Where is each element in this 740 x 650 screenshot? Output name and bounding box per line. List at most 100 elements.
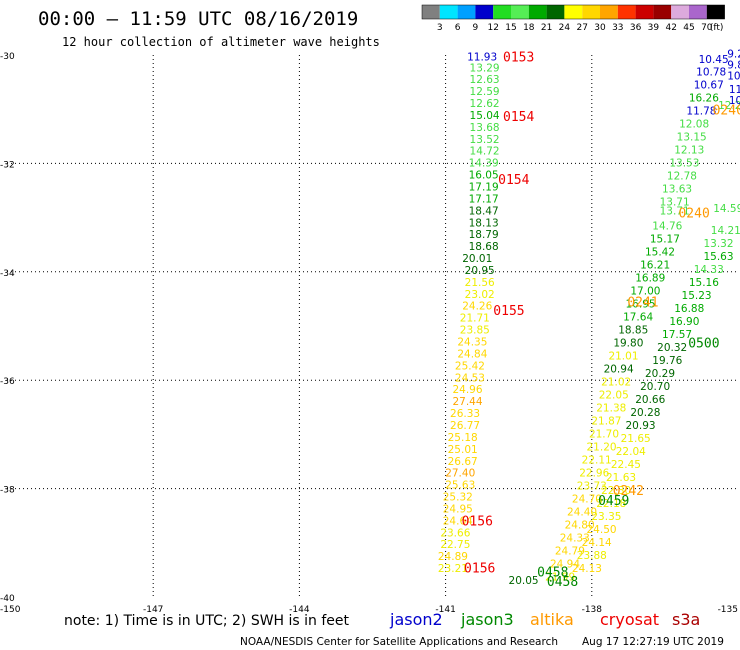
colorbar-swatch xyxy=(706,5,725,19)
wave-height-value: 24.35 xyxy=(457,337,487,349)
wave-height-value: 13.15 xyxy=(677,132,707,144)
wave-height-value: 17.19 xyxy=(469,182,499,194)
wave-height-value: 24.70 xyxy=(572,494,602,506)
wave-height-value: 26.67 xyxy=(448,456,478,468)
wave-height-value: 22.18 xyxy=(596,498,626,510)
latitude-label: -36 xyxy=(0,377,15,387)
wave-height-value: 20.32 xyxy=(657,342,687,354)
wave-height-value: 14.76 xyxy=(652,221,682,233)
wave-height-value: 16.95 xyxy=(626,299,656,311)
colorbar-tick-label: 18 xyxy=(523,23,535,33)
wave-height-value: 20.70 xyxy=(640,381,670,393)
wave-height-value: 24.84 xyxy=(457,348,487,360)
colorbar-swatch xyxy=(564,5,583,19)
wave-height-value: 12.22 xyxy=(718,100,740,112)
colorbar-tick-label: 39 xyxy=(648,23,660,33)
wave-height-value: 22.75 xyxy=(440,539,470,551)
wave-height-value: 14.59 xyxy=(713,203,740,215)
wave-height-value: 23.88 xyxy=(577,550,607,562)
pass-time-label: 0154 xyxy=(498,173,529,188)
wave-height-value: 13.32 xyxy=(703,238,733,250)
colorbar-tick-label: 24 xyxy=(559,23,571,33)
wave-height-value: 24.26 xyxy=(462,301,492,313)
wave-height-value: 21.02 xyxy=(601,377,631,389)
wave-height-value: 20.05 xyxy=(509,575,539,587)
colorbar-tick-label: 15 xyxy=(505,23,516,33)
colorbar-tick-label: 36 xyxy=(630,23,642,33)
satellite-legend-item: cryosat xyxy=(600,610,659,629)
wave-height-value: 16.90 xyxy=(669,316,699,328)
wave-height-value: 21.65 xyxy=(621,433,651,445)
wave-height-value: 16.05 xyxy=(469,170,499,182)
wave-height-value: 15.16 xyxy=(689,277,719,289)
wave-height-value: 23.21 xyxy=(438,563,468,575)
wave-height-value: 12.78 xyxy=(667,171,697,183)
latitude-label: -40 xyxy=(0,594,15,604)
wave-height-value: 22.45 xyxy=(611,459,641,471)
pass-time-label: 0154 xyxy=(503,110,534,125)
latitude-label: -32 xyxy=(0,160,15,170)
wave-height-value: 21.70 xyxy=(589,429,619,441)
color-scale-legend: 3 6 9 12 15 18 21 24 27 30 33 36 39 42 45 70(ft) xyxy=(421,4,725,33)
wave-height-value: 9.8 xyxy=(727,60,740,72)
chart-subtitle: 12 hour collection of altimeter wave hei… xyxy=(62,35,380,49)
wave-height-value: 20.95 xyxy=(465,265,495,277)
wave-height-value: 13.53 xyxy=(669,158,699,170)
colorbar-swatch xyxy=(582,5,600,19)
wave-height-value: 24.53 xyxy=(455,372,485,384)
wave-height-value: 10.45 xyxy=(699,54,729,66)
wave-height-value: 24.96 xyxy=(452,384,482,396)
wave-height-value: 21.20 xyxy=(587,442,617,454)
colorbar-tick-label: 6 xyxy=(455,23,461,33)
wave-height-value: 10 xyxy=(729,95,740,107)
wave-height-value: 25.63 xyxy=(445,480,475,492)
colorbar-swatch xyxy=(457,5,476,19)
wave-height-value: 24.95 xyxy=(443,503,473,515)
wave-height-value: 24.50 xyxy=(587,524,617,536)
wave-height-value: 22.04 xyxy=(616,446,646,458)
wave-height-value: 22.05 xyxy=(599,390,629,402)
colorbar-tick-label: 27 xyxy=(576,23,587,33)
wave-height-value: 18.79 xyxy=(469,229,499,241)
colorbar-swatch xyxy=(600,5,618,19)
wave-height-value: 13.71 xyxy=(660,205,690,217)
colorbar-swatch xyxy=(546,5,565,19)
colorbar-tick-label: 9 xyxy=(473,23,479,33)
wave-height-value: 25.32 xyxy=(443,492,473,504)
wave-height-value: 15.23 xyxy=(682,290,712,302)
wave-height-value: 25.42 xyxy=(455,360,485,372)
wave-height-value: 19.80 xyxy=(613,338,643,350)
wave-height-value: 21.38 xyxy=(596,403,626,415)
wave-height-value: 20.93 xyxy=(626,420,656,432)
wave-height-value: 13.63 xyxy=(662,184,692,196)
wave-height-value: 12.62 xyxy=(470,98,500,110)
wave-height-value: 17.00 xyxy=(630,286,660,298)
wave-height-value: 10. xyxy=(727,70,740,82)
wave-height-value: 15.42 xyxy=(645,247,675,259)
wave-height-value: 24.64 xyxy=(443,515,473,527)
colorbar-tick-label: 12 xyxy=(487,23,498,33)
wave-height-value: 20.94 xyxy=(604,364,634,376)
colorbar-swatch xyxy=(475,5,494,19)
wave-height-value: 26.33 xyxy=(450,408,480,420)
footer-credit: NOAA/NESDIS Center for Satellite Applica… xyxy=(240,636,558,648)
wave-height-value: 14.72 xyxy=(470,146,500,158)
latitude-label: -38 xyxy=(0,486,15,496)
wave-height-value: 23.35 xyxy=(591,511,621,523)
satellite-legend-item: altika xyxy=(530,610,574,629)
wave-height-value: 16.21 xyxy=(640,260,670,272)
wave-height-value: 13.29 xyxy=(470,62,500,74)
wave-height-value: 11.93 xyxy=(467,51,497,63)
wave-height-value: 20.29 xyxy=(645,368,675,380)
axis-labels: -30 -32 -34 -36 -38 -40-150 -147 -144 -141 -138 -1… xyxy=(0,52,738,615)
wave-height-value: 27.40 xyxy=(445,468,475,480)
longitude-label: -147 xyxy=(143,605,163,615)
colorbar-swatch xyxy=(439,5,458,19)
colorbar-tick-label: 70 xyxy=(701,23,713,33)
wave-height-value: 22.30 xyxy=(601,485,631,497)
longitude-label: -138 xyxy=(582,605,603,615)
colorbar-swatch xyxy=(422,5,440,19)
colorbar-swatch xyxy=(689,5,707,19)
wave-height-value: 22.11 xyxy=(582,455,612,467)
wave-height-value: 20.01 xyxy=(462,253,492,265)
